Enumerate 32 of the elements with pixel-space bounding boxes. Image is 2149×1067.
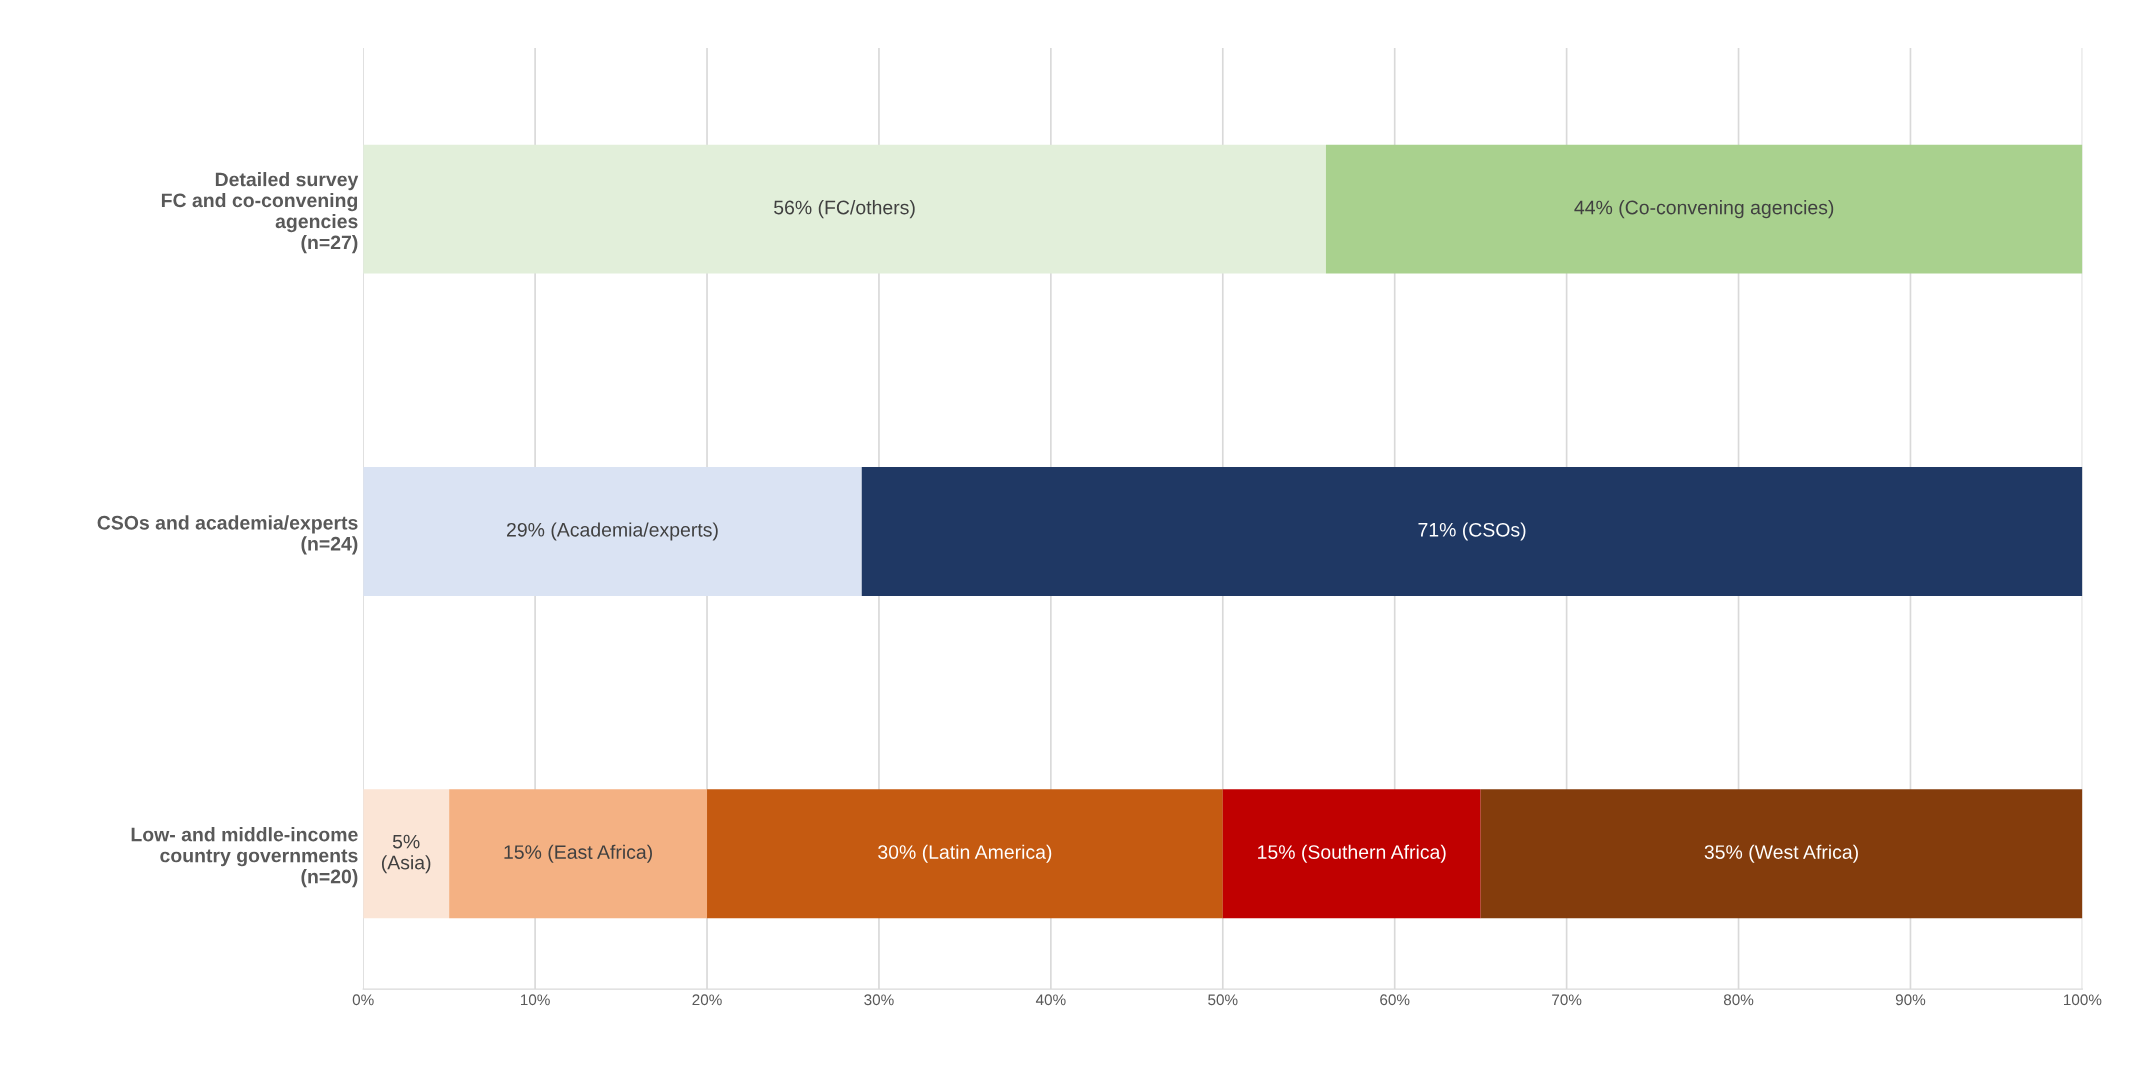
data-label: 15% (Southern Africa)	[1258, 844, 1446, 863]
bar	[1325, 144, 2083, 274]
data-label: 5% (Asia)	[381, 834, 431, 874]
x-tick-label: 100%	[2064, 994, 2102, 1006]
x-tick-label: 90%	[1895, 994, 1926, 1006]
data-label: 15% (East Africa)	[504, 844, 652, 863]
x-tick-label: 30%	[864, 994, 894, 1006]
x-tick-label: 40%	[1035, 994, 1066, 1006]
y-tick-label: CSOs and academia/experts (n=24)	[97, 515, 358, 555]
data-label: 30% (Latin America)	[878, 844, 1052, 863]
x-tick-label: 60%	[1380, 994, 1410, 1006]
data-label: 29% (Academia/experts)	[507, 522, 718, 541]
x-tick-label: 10%	[520, 994, 550, 1006]
bar	[363, 144, 1326, 274]
y-tick-label: Low- and middle-income country governments (n=20)	[131, 827, 358, 888]
bar	[1222, 789, 1481, 919]
x-tick-label: 70%	[1552, 994, 1582, 1006]
data-label: 71% (CSOs)	[1418, 522, 1526, 541]
bar	[861, 467, 2083, 596]
x-tick-label: 80%	[1723, 994, 1754, 1006]
bar	[707, 789, 1223, 919]
data-label: 35% (West Africa)	[1704, 844, 1858, 863]
bar	[449, 789, 708, 919]
x-tick-label: 0%	[352, 994, 374, 1006]
bar	[363, 789, 450, 919]
y-tick-label: Detailed survey FC and co-convening agencies (n=27)	[161, 172, 359, 254]
x-tick-label: 20%	[692, 994, 722, 1006]
x-tick-label: 50%	[1208, 994, 1238, 1006]
bar	[1480, 789, 2083, 919]
data-label: 56% (FC/others)	[774, 200, 915, 219]
data-label: 44% (Co-convening agencies)	[1574, 200, 1834, 219]
bar	[363, 467, 862, 596]
